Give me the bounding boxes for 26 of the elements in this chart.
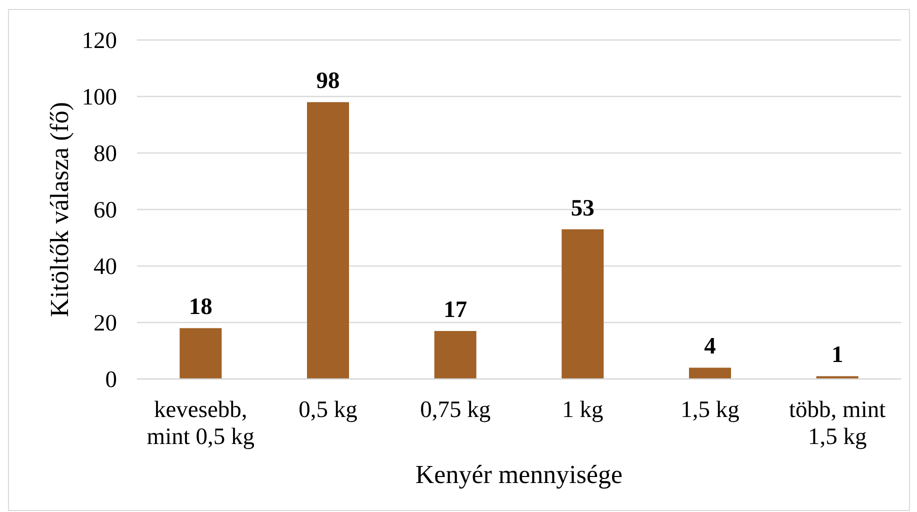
bar	[306, 102, 350, 379]
x-tick-label: több, mint 1,5 kg	[789, 397, 886, 450]
y-tick-label: 40	[94, 254, 117, 280]
y-tick-label: 20	[94, 310, 117, 337]
x-tick-label: 0,75 kg	[420, 397, 491, 423]
y-tick-label: 120	[82, 28, 117, 54]
y-tick-label: 0	[105, 367, 117, 394]
y-tick-label: 100	[82, 84, 117, 111]
data-label: 53	[570, 195, 594, 222]
data-label: 4	[704, 334, 716, 360]
y-axis-title: Kitöltők válasza (fő)	[45, 102, 74, 318]
y-tick-label: 80	[94, 141, 117, 168]
x-tick-label: 1,5 kg	[680, 397, 740, 423]
x-tick-label: 0,5 kg	[298, 397, 358, 423]
x-tick-label: kevesebb, mint 0,5 kg	[146, 397, 255, 450]
bar	[688, 368, 732, 379]
x-tick-label: 1 kg	[562, 397, 604, 423]
y-tick-label: 60	[94, 198, 117, 224]
data-label: 17	[444, 296, 468, 323]
data-label: 98	[316, 68, 340, 94]
bar	[434, 330, 476, 379]
bar	[562, 229, 604, 379]
data-label: 1	[831, 342, 844, 368]
bar	[180, 328, 222, 379]
data-label: 18	[188, 294, 212, 320]
x-axis-title: Kenyér mennyisége	[415, 460, 623, 489]
